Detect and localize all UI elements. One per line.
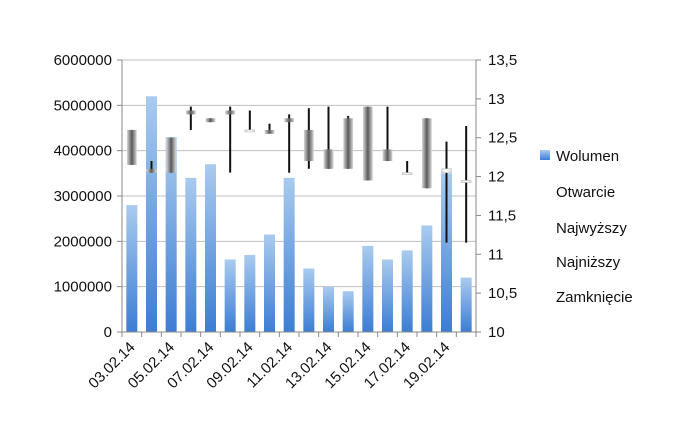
candle-body bbox=[284, 118, 295, 123]
left-tick-label: 6000000 bbox=[54, 52, 112, 69]
candle-body bbox=[382, 149, 393, 162]
candle-body bbox=[225, 110, 236, 115]
volume-bar bbox=[303, 268, 315, 332]
volume-bar bbox=[165, 137, 177, 332]
volume-bar bbox=[204, 164, 217, 332]
candle-body bbox=[421, 118, 432, 189]
legend-label-otwarcie: Otwarcie bbox=[556, 184, 615, 201]
volume-bar bbox=[440, 173, 453, 332]
volume-bar bbox=[421, 225, 433, 332]
volume-bar bbox=[460, 277, 472, 332]
candle-body bbox=[343, 118, 354, 169]
legend-label-wolumen: Wolumen bbox=[556, 148, 619, 165]
volume-bar bbox=[244, 254, 256, 332]
candlesticks bbox=[126, 106, 472, 243]
volume-bar bbox=[401, 250, 413, 332]
candle-body bbox=[362, 106, 373, 181]
right-tick-label: 10,5 bbox=[488, 285, 517, 302]
candle-body bbox=[244, 129, 256, 133]
candle-body bbox=[185, 110, 196, 115]
volume-bar bbox=[126, 205, 138, 332]
right-tick-label: 11,5 bbox=[488, 207, 516, 224]
x-axis-ticks: 03.02.1405.02.1407.02.1409.02.1411.02.14… bbox=[85, 339, 453, 392]
left-tick-label: 4000000 bbox=[54, 143, 112, 160]
candle-body bbox=[126, 129, 137, 165]
right-tick-label: 13 bbox=[488, 91, 505, 108]
left-axis-ticks: 0 1000000 2000000 3000000 4000000 5000000 6000… bbox=[54, 52, 112, 341]
right-tick-label: 12,5 bbox=[488, 130, 517, 147]
candle-body bbox=[146, 168, 157, 173]
volume-bar bbox=[381, 259, 394, 332]
candle-body bbox=[441, 168, 452, 173]
candle-body bbox=[401, 172, 413, 175]
gridlines bbox=[122, 59, 476, 288]
left-tick-label: 3000000 bbox=[54, 188, 112, 205]
candle-body bbox=[264, 129, 275, 134]
axes bbox=[117, 59, 481, 337]
left-tick-label: 5000000 bbox=[54, 97, 112, 114]
volume-bar bbox=[224, 259, 236, 332]
left-tick-label: 2000000 bbox=[54, 233, 112, 250]
volume-bar bbox=[283, 177, 295, 332]
volume-bar bbox=[362, 245, 374, 332]
legend-swatch-wolumen bbox=[540, 150, 550, 160]
legend-label-zamkniecie: Zamknięcie bbox=[556, 289, 633, 306]
volume-bar bbox=[322, 286, 335, 332]
volume-bar bbox=[185, 177, 197, 332]
legend: Wolumen Otwarcie Najwyższy Najniższy Zam… bbox=[540, 148, 633, 306]
volume-bar bbox=[263, 234, 276, 332]
right-tick-label: 12 bbox=[488, 169, 505, 186]
volume-bar bbox=[342, 291, 354, 332]
right-axis-ticks: 10 10,5 11 11,5 12 12,5 13 13,5 bbox=[488, 52, 517, 341]
candle-body bbox=[166, 137, 177, 173]
candle-body bbox=[323, 149, 334, 169]
right-tick-label: 11 bbox=[488, 246, 504, 263]
volume-bar bbox=[145, 96, 158, 333]
volume-bars bbox=[126, 96, 472, 333]
right-tick-label: 13,5 bbox=[488, 52, 517, 69]
legend-label-najwyzszy: Najwyższy bbox=[556, 220, 627, 237]
legend-label-najnizszy: Najniższy bbox=[556, 254, 621, 271]
right-tick-label: 10 bbox=[488, 324, 505, 341]
candle-body bbox=[460, 180, 472, 183]
candle-body bbox=[205, 118, 216, 123]
candle-body bbox=[303, 129, 314, 162]
left-tick-label: 1000000 bbox=[54, 279, 112, 296]
left-tick-label: 0 bbox=[104, 324, 112, 341]
